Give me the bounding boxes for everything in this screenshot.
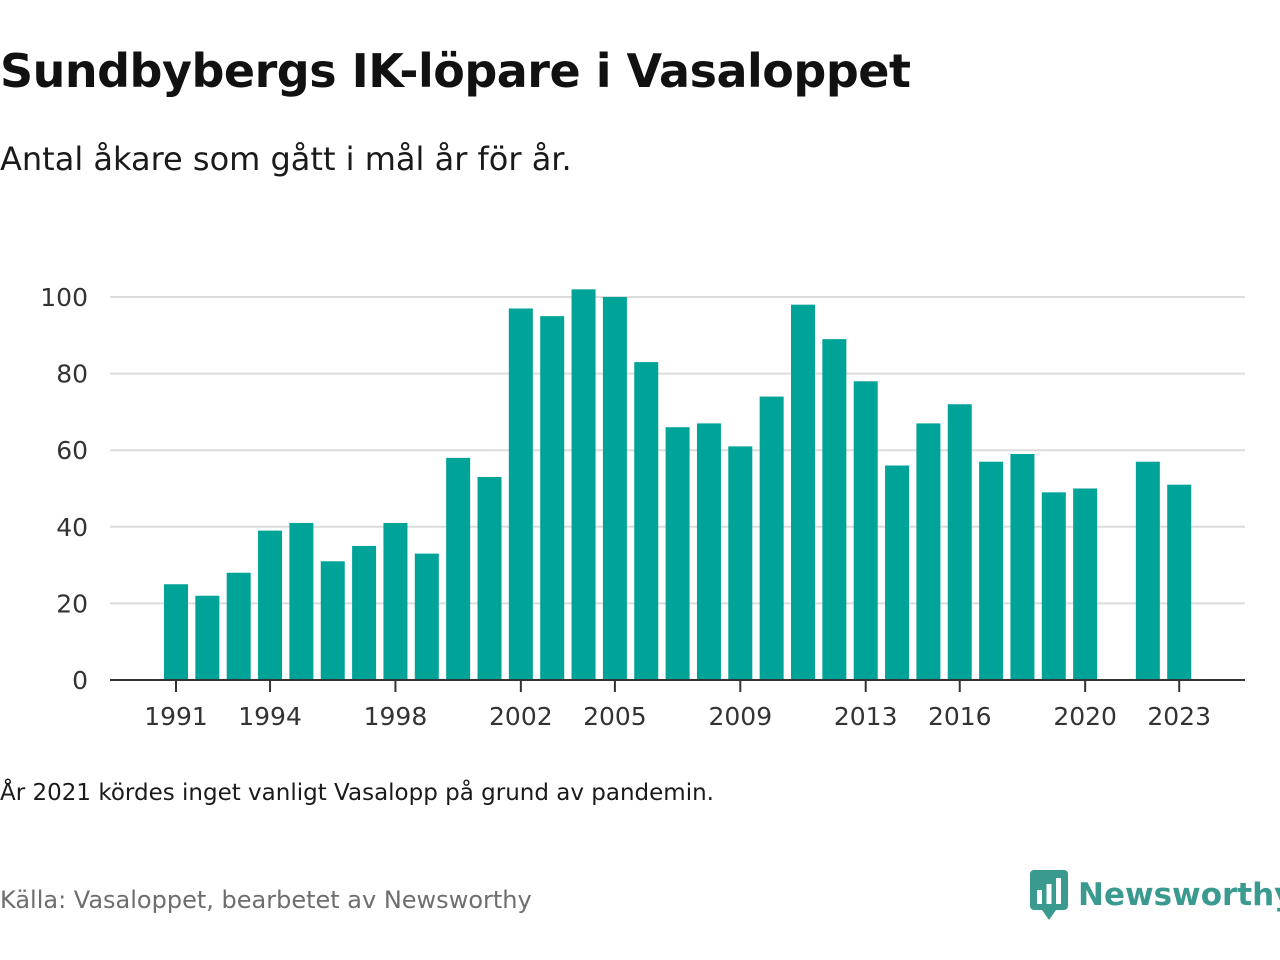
y-tick-label: 100	[40, 283, 88, 312]
y-tick-label: 40	[56, 513, 88, 542]
bar-1996	[320, 561, 345, 680]
chart-subtitle: Antal åkare som gått i mål år för år.	[0, 140, 572, 178]
bar-2000	[446, 457, 471, 680]
bar-2006	[634, 362, 659, 680]
bar-2012	[822, 339, 847, 680]
x-tick-label: 2005	[583, 702, 647, 731]
x-tick-label: 2002	[489, 702, 553, 731]
bar-2003	[540, 316, 565, 680]
x-tick-label: 2013	[834, 702, 898, 731]
bar-2004	[571, 289, 596, 680]
source-credit: Källa: Vasaloppet, bearbetet av Newswort…	[0, 886, 532, 914]
x-tick-label: 1991	[144, 702, 208, 731]
bar-2018	[1010, 454, 1035, 680]
bar-2010	[759, 396, 784, 680]
x-axis-ticks: 1991 1994 1998 2002 2005 2009 2013 2016 2020 2023	[144, 680, 1211, 731]
bar-2001	[477, 477, 502, 680]
bar-2014	[885, 465, 910, 680]
bars	[164, 289, 1192, 680]
bar-2009	[728, 446, 753, 680]
bar-2022	[1135, 461, 1160, 680]
bar-2002	[508, 308, 533, 680]
bar-2017	[979, 461, 1004, 680]
x-tick-label: 1994	[238, 702, 302, 731]
bar-2015	[916, 423, 941, 680]
bar-2013	[853, 381, 878, 680]
y-tick-label: 60	[56, 436, 88, 465]
x-tick-label: 1998	[364, 702, 428, 731]
y-tick-label: 0	[72, 666, 88, 695]
x-tick-label: 2020	[1053, 702, 1117, 731]
logo-text: Newsworthy	[1078, 877, 1280, 913]
bar-2007	[665, 427, 690, 680]
bar-2008	[696, 423, 721, 680]
x-tick-label: 2009	[708, 702, 772, 731]
x-tick-label: 2016	[928, 702, 992, 731]
bar-2020	[1073, 488, 1098, 680]
bar-1993	[226, 572, 251, 680]
newsworthy-logo: Newsworthy	[1030, 870, 1280, 920]
x-tick-label: 2023	[1147, 702, 1211, 731]
footnote: År 2021 kördes inget vanligt Vasalopp på…	[0, 780, 714, 806]
y-axis-ticks: 0 20 40 60 80 100	[40, 283, 88, 695]
bar-1994	[258, 530, 283, 680]
bar-2011	[791, 304, 815, 680]
bar-1992	[195, 595, 220, 680]
bar-1991	[164, 584, 188, 680]
y-tick-label: 20	[56, 589, 88, 618]
bar-1999	[414, 553, 439, 680]
bar-1997	[352, 545, 377, 680]
bar-2023	[1167, 484, 1192, 680]
chart-title: Sundbybergs IK-löpare i Vasaloppet	[0, 44, 911, 98]
bar-2005	[602, 297, 627, 680]
newsworthy-chart-icon	[1030, 870, 1068, 920]
y-tick-label: 80	[56, 360, 88, 389]
bar-1995	[289, 522, 314, 680]
bar-2019	[1041, 492, 1066, 680]
bar-2016	[947, 404, 972, 680]
bar-1998	[383, 522, 408, 680]
